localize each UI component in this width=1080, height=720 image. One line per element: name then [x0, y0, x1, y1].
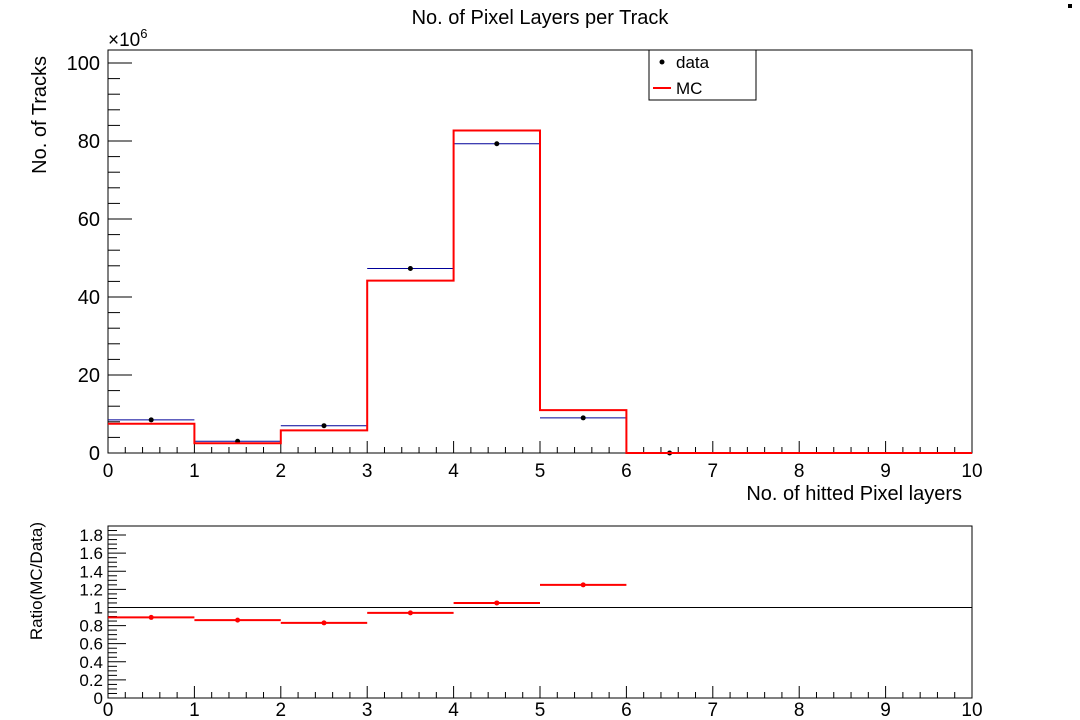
top-panel: No. of Pixel Layers per Track 0 1 2 3 4 5 6 7 8 9… — [29, 7, 983, 505]
y-tick-label: 100 — [67, 53, 100, 75]
top-y-tick-labels: 0 20 40 60 80 100 — [67, 53, 100, 465]
y-tick-label: 0.6 — [79, 635, 103, 654]
bottom-x-tick-labels: 0 1 2 3 4 5 6 7 8 9 10 — [103, 700, 983, 720]
legend-mc-label: MC — [676, 79, 702, 98]
y-tick-label: 1.6 — [79, 544, 103, 563]
legend-data-marker — [659, 59, 665, 65]
ratio-point — [321, 620, 327, 626]
x-tick-label: 5 — [535, 461, 546, 482]
x-tick-label: 2 — [276, 700, 287, 720]
bottom-panel: 0 1 2 3 4 5 6 7 8 9 10 00.20.40.60.811.21.41.61.8 … — [27, 522, 983, 720]
y-tick-label: 60 — [78, 209, 100, 231]
x-tick-label: 10 — [961, 700, 982, 720]
y-tick-label: 0 — [94, 689, 103, 708]
y-tick-label: 40 — [78, 287, 100, 309]
ratio-point — [580, 582, 586, 588]
x-tick-label: 3 — [362, 700, 373, 720]
data-point — [580, 415, 586, 421]
y-tick-label: 1 — [94, 598, 103, 617]
data-point — [494, 141, 500, 147]
bottom-series-marks — [108, 582, 972, 626]
legend: data MC — [648, 49, 757, 101]
y-multiplier-base: ×10 — [108, 30, 140, 51]
data-point — [407, 266, 413, 272]
y-tick-label: 1.4 — [79, 562, 103, 581]
x-tick-label: 3 — [362, 461, 373, 482]
data-point — [321, 423, 327, 429]
ratio-point — [407, 610, 413, 616]
y-tick-label: 0.2 — [79, 671, 103, 690]
x-tick-label: 1 — [189, 461, 200, 482]
x-tick-label: 1 — [189, 700, 200, 720]
ratio-point — [494, 600, 500, 606]
data-point — [148, 417, 154, 423]
top-series-marks — [108, 129, 972, 456]
x-tick-label: 7 — [708, 461, 719, 482]
x-tick-label: 6 — [621, 461, 632, 482]
top-x-axis-label: No. of hitted Pixel layers — [746, 483, 962, 505]
x-tick-label: 0 — [103, 461, 114, 482]
x-tick-label: 7 — [708, 700, 719, 720]
chart-title: No. of Pixel Layers per Track — [412, 7, 670, 29]
top-axis-ticks — [107, 62, 973, 454]
bottom-y-axis-label: Ratio(MC/Data) — [27, 522, 46, 640]
x-tick-label: 10 — [961, 461, 982, 482]
y-multiplier-label: ×106 — [108, 26, 147, 51]
mc-step-line — [108, 129, 972, 454]
x-tick-label: 6 — [621, 700, 632, 720]
y-tick-label: 0 — [89, 443, 100, 465]
top-y-axis-label: No. of Tracks — [29, 56, 51, 174]
ratio-point — [148, 614, 154, 620]
y-tick-label: 20 — [78, 365, 100, 387]
y-tick-label: 1.2 — [79, 580, 103, 599]
x-tick-label: 0 — [103, 700, 114, 720]
y-multiplier-exponent: 6 — [140, 26, 147, 41]
x-tick-label: 4 — [448, 461, 459, 482]
ratio-point — [235, 617, 241, 623]
x-tick-label: 8 — [794, 700, 805, 720]
y-tick-label: 0.8 — [79, 617, 103, 636]
x-tick-label: 2 — [276, 461, 287, 482]
top-x-tick-labels: 0 1 2 3 4 5 6 7 8 9 10 — [103, 461, 983, 482]
x-tick-label: 9 — [880, 461, 891, 482]
x-tick-label: 9 — [880, 700, 891, 720]
x-tick-label: 5 — [535, 700, 546, 720]
y-tick-label: 0.4 — [79, 653, 103, 672]
legend-data-label: data — [676, 53, 710, 72]
corner-mark — [1068, 4, 1072, 8]
legend-box — [648, 49, 757, 101]
y-tick-label: 1.8 — [79, 526, 103, 545]
bottom-y-tick-labels: 00.20.40.60.811.21.41.61.8 — [79, 526, 103, 708]
x-tick-label: 8 — [794, 461, 805, 482]
x-tick-label: 4 — [448, 700, 459, 720]
y-tick-label: 80 — [78, 131, 100, 153]
